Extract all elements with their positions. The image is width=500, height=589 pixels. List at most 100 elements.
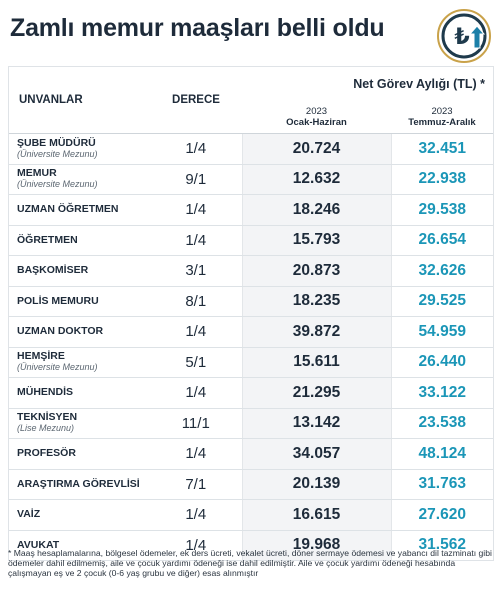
row-new-salary: 22.938 [390,164,494,195]
row-title-cell: MEMUR (Üniversite Mezunu) [9,164,150,195]
row-new-salary: 32.451 [390,133,494,165]
row-new-salary: 31.562 [390,530,494,560]
row-old-salary: 20.139 [241,469,391,500]
row-derece: 1/4 [150,438,242,470]
row-new-salary: 33.122 [390,377,494,409]
row-new-salary: 26.654 [390,225,494,256]
table-row: POLİS MEMURU 8/1 18.235 29.525 [9,286,494,317]
row-old-salary: 39.872 [241,316,391,348]
header-old-year: 2023 [305,106,328,118]
row-title-cell: BAŞKOMİSER [9,255,150,287]
row-derece: 1/4 [185,536,207,554]
row-title: ŞUBE MÜDÜRÜ [17,136,96,149]
row-subtitle: (Üniversite Mezunu) [17,148,98,159]
row-new-salary: 26.440 [390,347,494,378]
row-subtitle: (Lise Mezunu) [17,423,75,434]
header-old-period-label: Ocak-Haziran [286,117,347,129]
table-row: MÜHENDİS 1/4 21.295 33.122 [9,377,494,409]
table-row: ŞUBE MÜDÜRÜ (Üniversite Mezunu) 1/4 20.724 3… [9,133,494,165]
row-derece: 7/1 [150,469,242,500]
header-old-period: 2023 Ocak-Haziran [242,101,391,134]
table-row: BAŞKOMİSER 3/1 20.873 32.626 [9,255,494,287]
row-derece: 1/4 [150,194,242,226]
row-derece: 1/4 [150,133,242,165]
row-title: UZMAN DOKTOR [17,325,104,338]
footnote: * Maaş hesaplamalarına, bölgesel ödemele… [8,548,492,579]
row-title-cell: VAİZ [9,499,150,531]
row-title: PROFESÖR [17,447,76,460]
row-title-cell: HEMŞİRE (Üniversite Mezunu) [9,347,150,378]
row-title: VAİZ [17,508,41,521]
row-old-salary: 18.235 [241,286,391,317]
row-old-salary: 12.632 [241,164,391,195]
header-new-period: 2023 Temmuz-Aralık [391,101,494,134]
row-title: TEKNİSYEN [17,411,78,424]
row-old-salary: 20.873 [241,255,391,287]
table-row: PROFESÖR 1/4 34.057 48.124 [9,438,494,470]
header-derece: DERECE [150,67,242,134]
row-new-salary: 29.538 [390,194,494,226]
row-title-cell: ŞUBE MÜDÜRÜ (Üniversite Mezunu) [9,133,150,165]
row-title-cell: UZMAN DOKTOR [9,316,150,348]
row-title: POLİS MEMURU [17,294,99,307]
row-title: ARAŞTIRMA GÖREVLİSİ [17,477,140,490]
row-new-salary: 29.525 [390,286,494,317]
row-derece: 8/1 [150,286,242,317]
row-derece: 1/4 [150,316,242,348]
row-old-salary: 21.295 [241,377,391,409]
row-derece: 1/4 [150,377,242,409]
row-old-salary: 13.142 [241,408,391,439]
row-old-salary: 20.724 [241,133,391,165]
row-old-salary: 18.246 [241,194,391,226]
row-new-salary: 54.959 [390,316,494,348]
row-derece: 9/1 [150,164,242,195]
row-title-cell: TEKNİSYEN (Lise Mezunu) [9,408,150,439]
table-row: MEMUR (Üniversite Mezunu) 9/1 12.632 22.938 [9,164,494,195]
row-derece: 5/1 [150,347,242,378]
lira-up-arrow-icon: ₺ [437,9,491,63]
row-derece: 11/1 [150,408,242,439]
row-subtitle: (Üniversite Mezunu) [17,179,98,190]
row-new-salary: 32.626 [390,255,494,287]
row-title: BAŞKOMİSER [17,264,89,277]
row-title-cell: MÜHENDİS [9,377,150,409]
row-title-cell: UZMAN ÖĞRETMEN [9,194,150,226]
page-title: Zamlı memur maaşları belli oldu [10,14,385,42]
lira-symbol: ₺ [454,25,469,50]
row-title-cell: ÖĞRETMEN [9,225,150,256]
header-new-year: 2023 [431,106,453,118]
row-derece: 1/4 [150,225,242,256]
row-title-cell: PROFESÖR [9,438,150,470]
row-derece: 3/1 [150,255,242,287]
row-title: UZMAN ÖĞRETMEN [17,203,119,216]
header-new-period-label: Temmuz-Aralık [408,117,476,129]
table-row: HEMŞİRE (Üniversite Mezunu) 5/1 15.611 26.44… [9,347,494,378]
salary-table: UNVANLAR DERECE Net Görev Aylığı (TL) * … [8,66,494,561]
row-title: HEMŞİRE [17,350,65,363]
row-old-salary: 16.615 [241,499,391,531]
row-old-salary: 15.611 [241,347,391,378]
row-derece: 1/4 [150,499,242,531]
table-row: UZMAN DOKTOR 1/4 39.872 54.959 [9,316,494,348]
row-title: MEMUR [17,167,57,180]
row-new-salary: 27.620 [390,499,494,531]
row-old-salary: 15.793 [241,225,391,256]
table-row: TEKNİSYEN (Lise Mezunu) 11/1 13.142 23.538 [9,408,494,439]
row-title: MÜHENDİS [17,386,74,399]
row-subtitle: (Üniversite Mezunu) [17,362,98,373]
row-title-cell: AVUKAT [9,530,150,560]
row-old-salary: 34.057 [241,438,391,470]
row-title: ÖĞRETMEN [17,233,78,246]
table-row: UZMAN ÖĞRETMEN 1/4 18.246 29.538 [9,194,494,226]
header-net-gorev-ayligi: Net Görev Aylığı (TL) * [353,77,486,92]
table-row: ARAŞTIRMA GÖREVLİSİ 7/1 20.139 31.763 [9,469,494,500]
table-row: ÖĞRETMEN 1/4 15.793 26.654 [9,225,494,256]
row-title-cell: POLİS MEMURU [9,286,150,317]
row-new-salary: 31.763 [390,469,494,500]
row-new-salary: 23.538 [390,408,494,439]
table-row: VAİZ 1/4 16.615 27.620 [9,499,494,531]
row-old-salary: 19.968 [241,530,391,560]
row-new-salary: 48.124 [390,438,494,470]
row-title: AVUKAT [17,538,60,551]
table-row: AVUKAT 1/4 19.968 31.562 [9,530,494,560]
